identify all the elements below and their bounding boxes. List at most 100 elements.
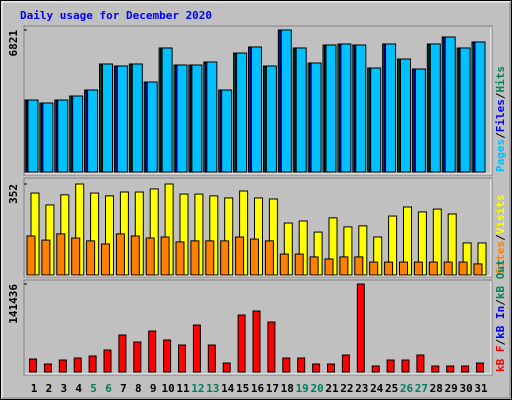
x-tick-label: 25 (385, 382, 398, 395)
bar (279, 253, 289, 276)
bar (356, 283, 365, 373)
bar (163, 339, 172, 373)
bar (401, 359, 410, 373)
legend-entry: Pages (494, 139, 507, 172)
x-tick-label: 30 (459, 382, 472, 395)
bar (236, 52, 248, 173)
bar (88, 355, 97, 373)
x-tick-label: 23 (355, 382, 368, 395)
legend-entry: kB In (494, 306, 507, 339)
bar (297, 357, 306, 373)
bar (282, 357, 291, 373)
bar (414, 68, 426, 173)
bar (265, 65, 277, 173)
bar (399, 261, 408, 276)
bar (29, 358, 37, 373)
bar (294, 253, 304, 276)
bar (354, 256, 364, 276)
x-tick-label: 29 (445, 382, 458, 395)
x-tick-label: 15 (236, 382, 249, 395)
bar (431, 365, 440, 373)
x-tick-label: 22 (340, 382, 353, 395)
bar (222, 362, 231, 373)
bar (400, 58, 411, 173)
x-tick-label: 11 (176, 382, 190, 395)
legend-entry: Sites (494, 241, 507, 274)
panel-bevel (25, 27, 492, 175)
bar (310, 62, 322, 173)
bar (145, 237, 155, 276)
x-tick-label: 9 (150, 382, 157, 395)
x-tick-label: 1 (31, 382, 38, 395)
bar (175, 241, 185, 276)
bar (386, 359, 395, 373)
y-tick-label: 6821 (7, 30, 20, 57)
bar (458, 261, 468, 276)
bar (133, 341, 142, 373)
bar (130, 235, 140, 276)
x-tick-label: 5 (90, 382, 97, 395)
bar (207, 344, 216, 373)
legend-entry: kB Out (494, 259, 507, 299)
bar (115, 233, 125, 276)
panel-bevel (25, 281, 492, 375)
bar (72, 95, 84, 173)
legend-entry: Hits (494, 66, 507, 93)
bar (250, 238, 259, 276)
bar (102, 63, 113, 173)
legend: kB F/kB In/kB Out (494, 259, 507, 372)
bar (192, 324, 201, 373)
legend-separator: / (494, 132, 507, 139)
bar (87, 89, 99, 173)
bar (309, 256, 319, 276)
bar (444, 36, 456, 173)
x-tick-label: 28 (430, 382, 443, 395)
legend-entry: Visits (494, 195, 507, 235)
bar (103, 349, 112, 373)
panel-bevel (25, 179, 492, 277)
bar (57, 99, 69, 173)
bar (443, 261, 453, 276)
bar (428, 261, 438, 276)
legend-entry: Files (494, 99, 507, 132)
bar (220, 240, 230, 276)
bar (341, 354, 350, 373)
bar (413, 261, 423, 276)
x-tick-label: 12 (191, 382, 204, 395)
bar (370, 67, 382, 173)
bar (131, 63, 143, 173)
bar (295, 47, 307, 173)
bar (146, 81, 158, 173)
x-tick-label: 16 (251, 382, 265, 395)
bar (235, 236, 245, 276)
bar (385, 43, 397, 173)
x-tick-label: 10 (161, 382, 174, 395)
bar (324, 258, 334, 276)
bar (252, 310, 261, 373)
bar (58, 359, 67, 373)
bar (474, 41, 486, 173)
legend-separator: / (494, 234, 507, 241)
bar (429, 43, 441, 173)
y-tick-label: 352 (7, 184, 20, 204)
bar (86, 240, 96, 276)
bar (191, 64, 203, 173)
bar (206, 61, 218, 173)
bar (267, 321, 276, 373)
bar (205, 240, 215, 276)
bar (473, 263, 483, 276)
bar (264, 240, 274, 276)
bar (56, 233, 66, 276)
bar (369, 261, 379, 276)
x-tick-label: 20 (310, 382, 323, 395)
bar (416, 354, 425, 373)
x-tick-label: 14 (221, 382, 235, 395)
bar (41, 239, 51, 276)
bar (161, 47, 173, 173)
bar (476, 362, 484, 373)
bar (461, 365, 470, 373)
bar (116, 65, 128, 173)
x-tick-label: 7 (120, 382, 127, 395)
